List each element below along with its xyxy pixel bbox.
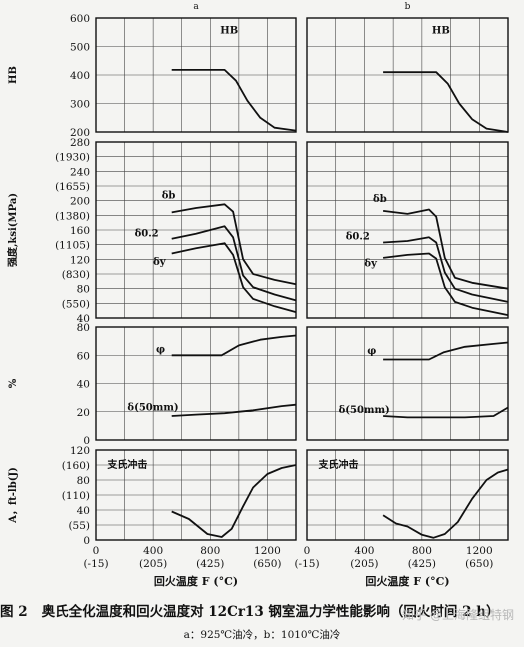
x-axis-label: 回火温度 F (°C) [365,574,449,588]
panel-title-a: a [193,2,199,12]
series-label: HB [432,26,450,37]
series-label: δ0.2 [135,229,159,240]
series-label: δ(50mm) [127,402,178,413]
y-tick-label: 280 [70,137,90,149]
y-tick-label: (830) [62,269,90,281]
y-tick-label: 120 [70,254,90,266]
series-label: δy [153,257,167,268]
plot-frame [306,449,509,541]
plot-frame [95,17,297,133]
series-line-支氏冲击 [171,464,297,538]
series-label: δb [373,194,387,205]
y-tick-label: 20 [77,407,90,419]
figure-subcaption: a：925℃油冷，b：1010℃油冷 [183,629,341,641]
series-label: 支氏冲击 [106,458,147,471]
series-line-δb [382,208,509,290]
panel-title-b: b [405,2,411,12]
x-tick-label: 1200 [466,545,493,557]
y-tick-label: 80 [77,284,90,296]
y-axis-label-1: 强度,ksi(MPa) [6,193,19,267]
y-tick-label: 40 [77,505,90,517]
plot-frame [306,17,509,133]
series-label: δ0.2 [346,232,370,243]
y-tick-label: 240 [70,166,90,178]
x-tick-label: 1200 [254,545,281,557]
plot-frame [306,141,509,319]
y-tick-label: 500 [70,42,90,54]
series-line-HB [171,69,297,132]
y-tick-label: 0 [83,535,90,547]
series-label: δ(50mm) [339,405,390,416]
y-tick-label: 600 [70,13,90,25]
y-tick-label: 80 [77,322,90,334]
y-tick-label: (550) [62,298,90,310]
watermark: 知乎 @上海隆组特钢 [402,608,514,622]
y-tick-label: 200 [70,196,90,208]
y-tick-label: (160) [62,460,90,472]
series-line-支氏冲击 [382,468,509,539]
x-tick-sublabel: (-15) [83,558,108,570]
x-axis-label: 回火温度 F (°C) [154,574,238,588]
plot-frame [95,449,297,541]
y-tick-label: 0 [83,435,90,447]
y-tick-label: 40 [77,379,90,391]
y-axis-label-3: A，ft-lb(J) [8,467,19,524]
x-tick-sublabel: (-15) [294,558,319,570]
series-label: 支氏冲击 [317,458,358,471]
figure-number: 图 2 [0,604,28,620]
y-tick-label: (1655) [55,181,90,193]
series-line-δ0.2 [171,225,297,302]
y-tick-label: 60 [77,350,90,362]
x-tick-label: 800 [200,545,220,557]
x-tick-label: 0 [304,545,311,557]
series-label: HB [220,26,238,37]
series-label: φ [367,346,376,357]
y-tick-label: 300 [70,99,90,111]
plot-frame [95,141,297,319]
y-tick-label: (1380) [55,210,90,222]
series-line-δ(50mm) [171,403,297,417]
y-tick-label: (55) [68,520,90,532]
y-tick-label: 120 [70,445,90,457]
y-axis-label-0: HB [8,66,19,84]
series-line-φ [171,334,297,357]
series-label: δb [162,190,176,201]
series-label: φ [156,344,165,355]
y-tick-label: (1105) [55,240,90,252]
x-tick-sublabel: (425) [196,558,224,570]
y-tick-label: 400 [70,70,90,82]
x-tick-label: 400 [354,545,374,557]
series-line-δy [171,242,297,313]
y-tick-label: 200 [70,127,90,139]
x-tick-sublabel: (650) [465,558,493,570]
x-tick-label: 0 [93,545,100,557]
figure-caption: 图 2 奥氏全化温度和回火温度对 12Cr13 钢室温力学性能影响（回火时间 2 … [0,600,524,620]
y-tick-label: 160 [70,225,90,237]
plot-frame [95,326,297,441]
x-tick-label: 800 [412,545,432,557]
y-axis-label-2: % [8,378,19,388]
series-line-HB [383,71,509,133]
y-tick-label: (110) [62,490,90,502]
series-label: δy [364,259,378,270]
x-tick-label: 400 [143,545,163,557]
figure-caption-text: 奥氏全化温度和回火温度对 12Cr13 钢室温力学性能影响（回火时间 2 h） [41,604,500,620]
series-line-φ [383,341,509,361]
y-tick-label: (1930) [55,152,90,164]
series-line-δ(50mm) [383,406,509,419]
plot-frame [306,326,509,441]
series-line-δ0.2 [383,236,509,303]
y-tick-label: 80 [77,475,90,487]
x-tick-sublabel: (650) [253,558,281,570]
x-tick-sublabel: (205) [139,558,167,570]
series-line-δb [171,203,297,286]
x-tick-sublabel: (205) [350,558,378,570]
x-tick-sublabel: (425) [408,558,436,570]
y-tick-label: 40 [77,313,90,325]
series-line-δy [382,252,509,316]
